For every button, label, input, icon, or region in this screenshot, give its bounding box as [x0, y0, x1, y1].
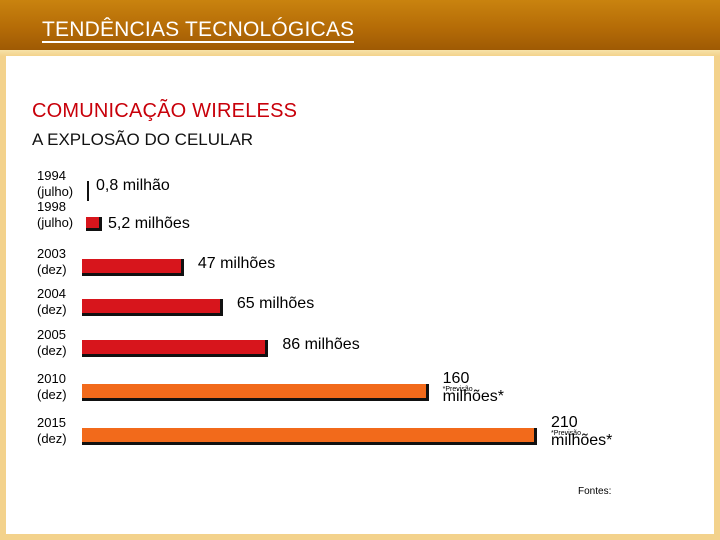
category-label-line: 1994 [37, 168, 66, 183]
category-label: 2005 (dez) [37, 327, 87, 359]
value-label: 0,8 milhão [96, 177, 170, 194]
category-label: 1998 (julho) [37, 199, 87, 231]
category-label-line: (dez) [37, 262, 67, 277]
category-label-line: 1998 [37, 199, 66, 214]
category-label-line: 2010 [37, 371, 66, 386]
bar [82, 384, 429, 401]
page-title: TENDÊNCIAS TECNOLÓGICAS [42, 18, 355, 43]
category-label-line: 2004 [37, 286, 66, 301]
bar [87, 181, 91, 201]
bar [82, 259, 184, 276]
category-label-line: (dez) [37, 343, 67, 358]
bar [82, 299, 223, 316]
category-label: 2003 (dez) [37, 246, 87, 278]
header-underline [0, 50, 720, 56]
category-label: 2010 (dez) [37, 371, 87, 403]
category-label-line: (dez) [37, 387, 67, 402]
category-label-line: (dez) [37, 431, 67, 446]
value-label: 47 milhões [197, 255, 276, 272]
category-label-line: 2015 [37, 415, 66, 430]
section-subtitle: A EXPLOSÃO DO CELULAR [32, 130, 254, 149]
category-label-line: (julho) [37, 215, 74, 230]
category-label: 1994 (julho) [37, 168, 87, 200]
forecast-note: *Previsão [551, 430, 581, 437]
category-label-line: 2003 [37, 246, 66, 261]
left-rule [0, 56, 6, 540]
forecast-note: *Previsão [442, 386, 473, 393]
value-label: 210 milhões* [551, 414, 613, 449]
category-label: 2004 (dez) [37, 286, 87, 318]
category-label-line: (dez) [37, 302, 67, 317]
category-label-line: (julho) [37, 184, 74, 199]
bar [82, 340, 269, 357]
bar [82, 428, 537, 445]
value-label: 5,2 milhões [108, 215, 190, 232]
bar [86, 217, 102, 231]
category-label-line: 2005 [37, 327, 66, 342]
category-label: 2015 (dez) [37, 415, 87, 447]
value-label: 65 milhões [236, 295, 315, 312]
sources-label: Fontes: [578, 486, 612, 497]
value-label: 86 milhões [282, 336, 360, 353]
value-label: 160 milhões* [442, 370, 505, 405]
section-title: COMUNICAÇÃO WIRELESS [32, 100, 298, 122]
